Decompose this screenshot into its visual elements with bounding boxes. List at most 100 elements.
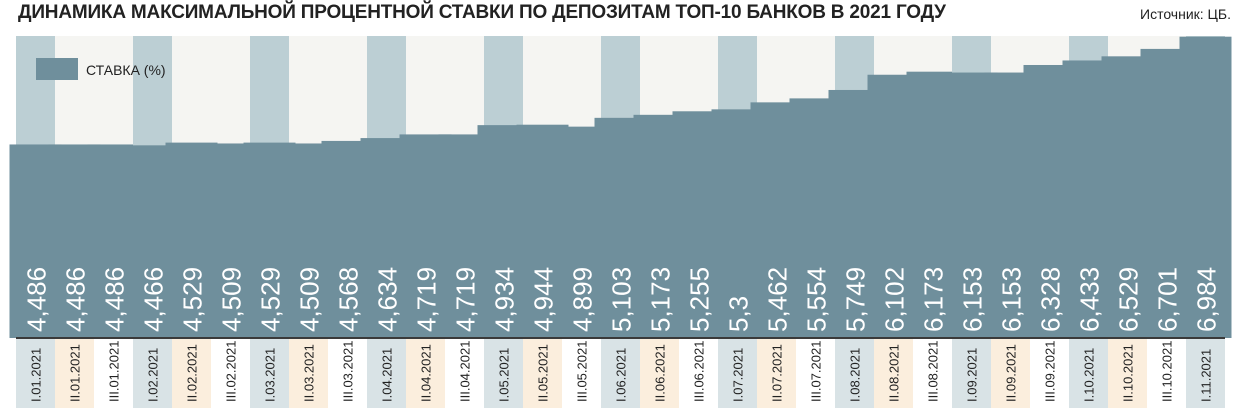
value-label: 6,328	[1036, 267, 1066, 332]
date-label-cell	[172, 338, 211, 408]
value-label: 6,701	[1153, 267, 1183, 332]
x-tick-label: II.07.2021	[770, 344, 785, 402]
x-tick-label: II.09.2021	[1004, 344, 1019, 402]
value-label: 6,173	[919, 267, 949, 332]
date-label-cell	[1030, 338, 1069, 408]
x-tick-label: II.10.2021	[1121, 344, 1136, 402]
x-tick-label: I.02.2021	[146, 348, 161, 402]
x-tick-label: III.06.2021	[692, 341, 707, 402]
date-label-cell	[1186, 338, 1225, 408]
date-label-cell	[328, 338, 367, 408]
date-label-cell	[133, 338, 172, 408]
date-label-cell	[562, 338, 601, 408]
value-label: 5,255	[685, 267, 715, 332]
value-label: 6,529	[1114, 267, 1144, 332]
date-label-cell	[211, 338, 250, 408]
date-label-cell	[796, 338, 835, 408]
value-label: 6,102	[880, 267, 910, 332]
bar-I.11.2021	[1179, 36, 1232, 339]
value-label: 4,509	[217, 267, 247, 332]
date-label-cell	[1108, 338, 1147, 408]
date-label-cell	[952, 338, 991, 408]
x-tick-label: III.03.2021	[341, 341, 356, 402]
date-label-cell	[55, 338, 94, 408]
value-label: 4,568	[334, 267, 364, 332]
value-label: 6,984	[1192, 267, 1222, 332]
date-label-cell	[874, 338, 913, 408]
date-label-cell	[94, 338, 133, 408]
x-tick-label: II.04.2021	[419, 344, 434, 402]
value-label: 5,3	[724, 296, 754, 332]
value-label: 5,749	[841, 267, 871, 332]
x-tick-label: III.08.2021	[926, 341, 941, 402]
date-label-cell	[640, 338, 679, 408]
legend-label: СТАВКА (%)	[86, 62, 166, 78]
x-tick-label: II.02.2021	[185, 344, 200, 402]
date-label-cell	[523, 338, 562, 408]
x-tick-label: I.10.2021	[1082, 348, 1097, 402]
value-label: 4,486	[22, 267, 52, 332]
x-tick-label: I.01.2021	[29, 348, 44, 402]
value-label: 4,634	[373, 267, 403, 332]
date-label-cell	[991, 338, 1030, 408]
x-tick-label: III.05.2021	[575, 341, 590, 402]
date-label-cell	[16, 338, 55, 408]
value-label: 5,554	[802, 267, 832, 332]
date-label-cell	[1069, 338, 1108, 408]
date-label-cell	[718, 338, 757, 408]
value-label: 4,934	[490, 267, 520, 332]
value-label: 4,719	[412, 267, 442, 332]
x-tick-label: I.05.2021	[497, 348, 512, 402]
x-tick-label: III.02.2021	[224, 341, 239, 402]
date-label-cell	[679, 338, 718, 408]
value-label: 6,153	[958, 267, 988, 332]
date-label-cell	[913, 338, 952, 408]
x-tick-label: I.09.2021	[965, 348, 980, 402]
x-tick-label: III.04.2021	[458, 341, 473, 402]
chart-source: Источник: ЦБ.	[1140, 6, 1231, 22]
x-tick-label: I.04.2021	[380, 348, 395, 402]
value-label: 4,486	[61, 267, 91, 332]
date-label-cell	[601, 338, 640, 408]
date-label-cell	[289, 338, 328, 408]
date-label-cell	[250, 338, 289, 408]
value-label: 4,944	[529, 267, 559, 332]
x-tick-label: I.06.2021	[614, 348, 629, 402]
value-label: 4,486	[100, 267, 130, 332]
value-label: 4,529	[178, 267, 208, 332]
x-tick-label: II.05.2021	[536, 344, 551, 402]
x-tick-label: II.08.2021	[887, 344, 902, 402]
x-tick-label: I.03.2021	[263, 348, 278, 402]
x-tick-label: I.08.2021	[848, 348, 863, 402]
date-label-cell	[445, 338, 484, 408]
x-tick-label: II.01.2021	[68, 344, 83, 402]
value-label: 4,509	[295, 267, 325, 332]
date-label-cell	[367, 338, 406, 408]
value-label: 4,466	[139, 267, 169, 332]
legend: СТАВКА (%)	[36, 58, 166, 80]
date-label-cell	[757, 338, 796, 408]
x-tick-label: III.10.2021	[1160, 341, 1175, 402]
x-tick-label: II.06.2021	[653, 344, 668, 402]
x-tick-label: III.09.2021	[1043, 341, 1058, 402]
value-label: 6,153	[997, 267, 1027, 332]
value-label: 4,529	[256, 267, 286, 332]
x-tick-label: III.01.2021	[107, 341, 122, 402]
value-label: 5,173	[646, 267, 676, 332]
chart-title: ДИНАМИКА МАКСИМАЛЬНОЙ ПРОЦЕНТНОЙ СТАВКИ …	[18, 2, 946, 23]
x-tick-label: I.11.2021	[1199, 349, 1214, 402]
value-label: 5,462	[763, 267, 793, 332]
date-label-cell	[484, 338, 523, 408]
value-label: 6,433	[1075, 267, 1105, 332]
value-label: 5,103	[607, 267, 637, 332]
value-label: 4,719	[451, 267, 481, 332]
x-tick-label: I.07.2021	[731, 348, 746, 402]
date-label-cell	[835, 338, 874, 408]
x-tick-label: II.03.2021	[302, 344, 317, 402]
date-label-cell	[406, 338, 445, 408]
x-tick-label: III.07.2021	[809, 341, 824, 402]
date-label-cell	[1147, 338, 1186, 408]
value-label: 4,899	[568, 267, 598, 332]
legend-swatch	[36, 58, 78, 80]
